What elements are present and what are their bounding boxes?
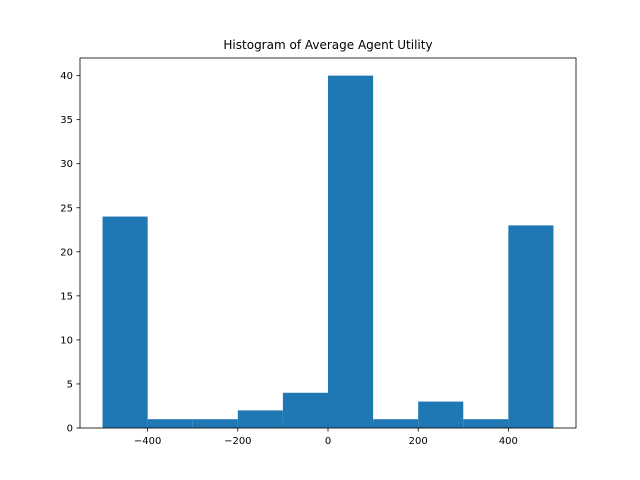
y-tick-label-2: 10 bbox=[60, 335, 73, 346]
y-tick-label-4: 20 bbox=[60, 247, 73, 258]
chart-title: Histogram of Average Agent Utility bbox=[223, 38, 432, 52]
histogram-bar-5 bbox=[328, 75, 374, 428]
x-tick-label-0: −400 bbox=[134, 436, 161, 447]
x-axis: −400 −200 0 200 400 bbox=[134, 428, 518, 447]
x-tick-label-3: 200 bbox=[409, 436, 428, 447]
y-tick-label-1: 5 bbox=[67, 379, 73, 390]
histogram-bar-6 bbox=[373, 419, 419, 428]
plot-frame bbox=[79, 57, 577, 429]
x-tick-label-2: 0 bbox=[325, 436, 331, 447]
x-tick-label-4: 400 bbox=[499, 436, 518, 447]
histogram-bar-3 bbox=[237, 410, 283, 428]
histogram-bar-4 bbox=[282, 392, 328, 428]
bars-group bbox=[102, 75, 554, 428]
histogram-bar-0 bbox=[102, 216, 148, 428]
y-tick-label-0: 0 bbox=[67, 424, 73, 435]
y-tick-label-6: 30 bbox=[60, 159, 73, 170]
x-tick-label-1: −200 bbox=[224, 436, 251, 447]
y-tick-label-7: 35 bbox=[60, 115, 73, 126]
histogram-bar-2 bbox=[192, 419, 238, 428]
histogram-bar-7 bbox=[418, 401, 464, 428]
y-tick-label-8: 40 bbox=[60, 71, 73, 82]
y-tick-label-5: 25 bbox=[60, 203, 73, 214]
histogram-bar-8 bbox=[463, 419, 509, 428]
y-axis: 0 5 10 15 20 25 30 35 40 bbox=[60, 71, 80, 435]
y-tick-label-3: 15 bbox=[60, 291, 73, 302]
histogram-bar-9 bbox=[508, 225, 554, 428]
histogram-bar-1 bbox=[147, 419, 193, 428]
